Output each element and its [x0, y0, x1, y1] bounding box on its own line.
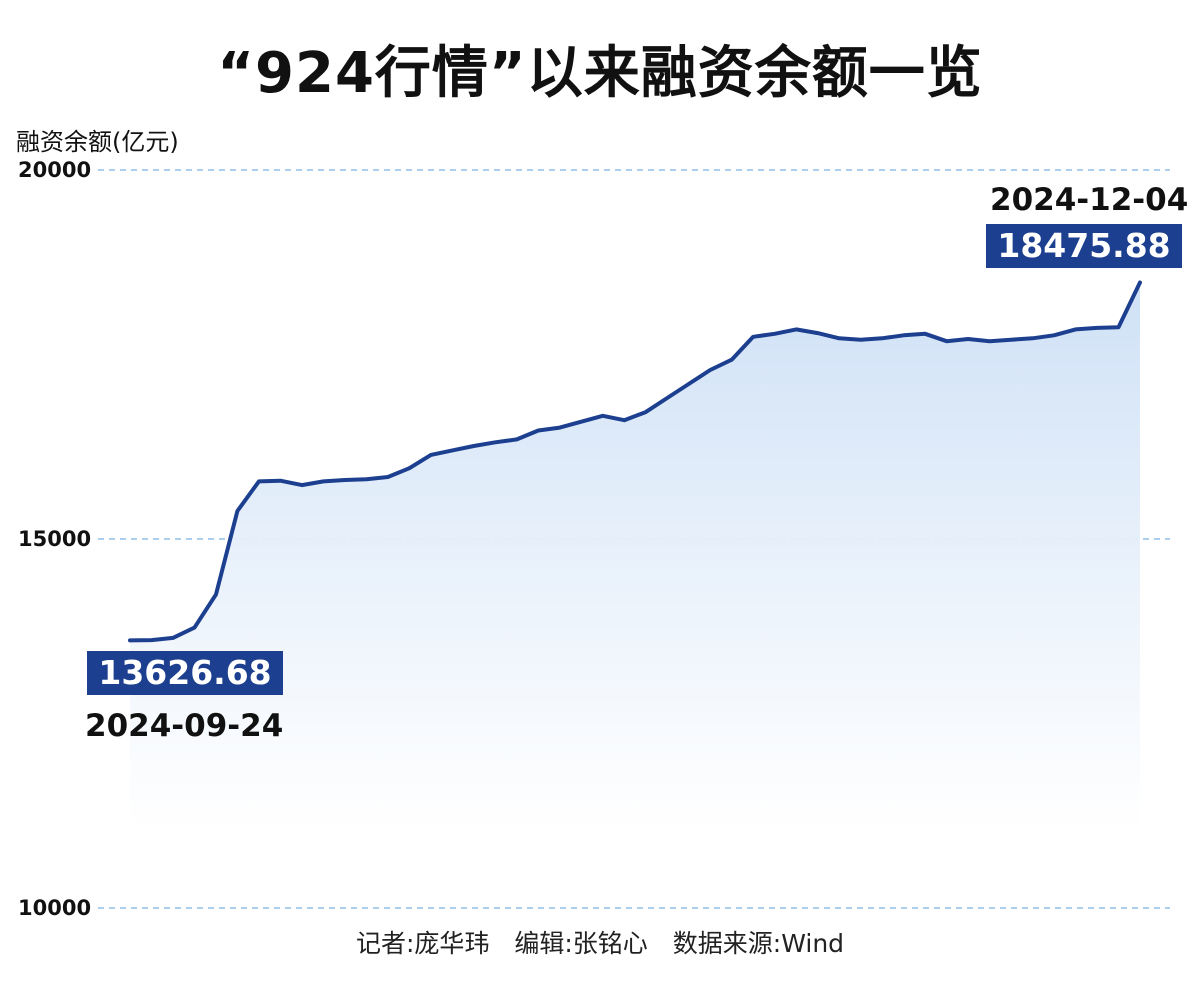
start-date-label: 2024-09-24	[85, 708, 284, 744]
y-tick-15000: 15000	[18, 527, 92, 551]
end-value-callout: 18475.88	[986, 224, 1182, 268]
credit-line: 记者:庞华玮 编辑:张铭心 数据来源:Wind	[355, 929, 845, 958]
y-axis-label: 融资余额(亿元)	[16, 128, 179, 156]
start-value-callout: 13626.68	[87, 651, 283, 695]
area-fill	[130, 282, 1140, 830]
chart-title: “924行情”以来融资余额一览	[217, 41, 983, 106]
end-date-label: 2024-12-04	[990, 182, 1189, 218]
y-tick-10000: 10000	[18, 896, 92, 920]
y-tick-20000: 20000	[18, 158, 92, 182]
series-line	[128, 280, 1142, 643]
